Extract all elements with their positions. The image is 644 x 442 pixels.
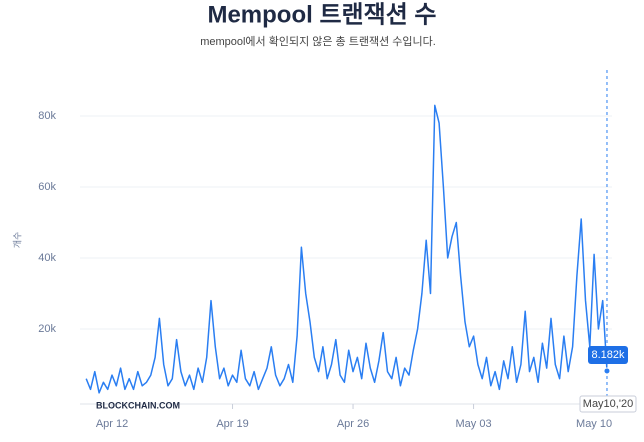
x-tick-label: Apr 12 — [96, 418, 128, 430]
tooltip-value: 8.182k — [591, 349, 625, 361]
tooltip-value-box — [588, 346, 628, 364]
x-tick-label: May 10 — [576, 418, 612, 430]
watermark: BLOCKCHAIN.COM — [96, 400, 180, 410]
y-tick-label: 40k — [38, 252, 56, 264]
y-axis-label: 개수 — [12, 232, 22, 249]
y-tick-label: 20k — [38, 323, 56, 335]
x-tick-label: Apr 19 — [216, 418, 248, 430]
chart-subtitle: mempool에서 확인되지 않은 총 트랜잭션 수입니다. — [200, 35, 436, 48]
x-tick-label: Apr 26 — [337, 418, 369, 430]
tooltip-x-box — [579, 395, 637, 413]
x-tick-label: May 03 — [456, 418, 492, 430]
chart-title: Mempool 트랜잭션 수 — [207, 1, 436, 28]
y-tick-label: 80k — [38, 110, 56, 122]
line — [85, 104, 608, 394]
tooltip-x: May10,'20 — [583, 398, 633, 410]
y-tick-label: 60k — [38, 181, 56, 193]
tooltip-point — [603, 367, 611, 375]
